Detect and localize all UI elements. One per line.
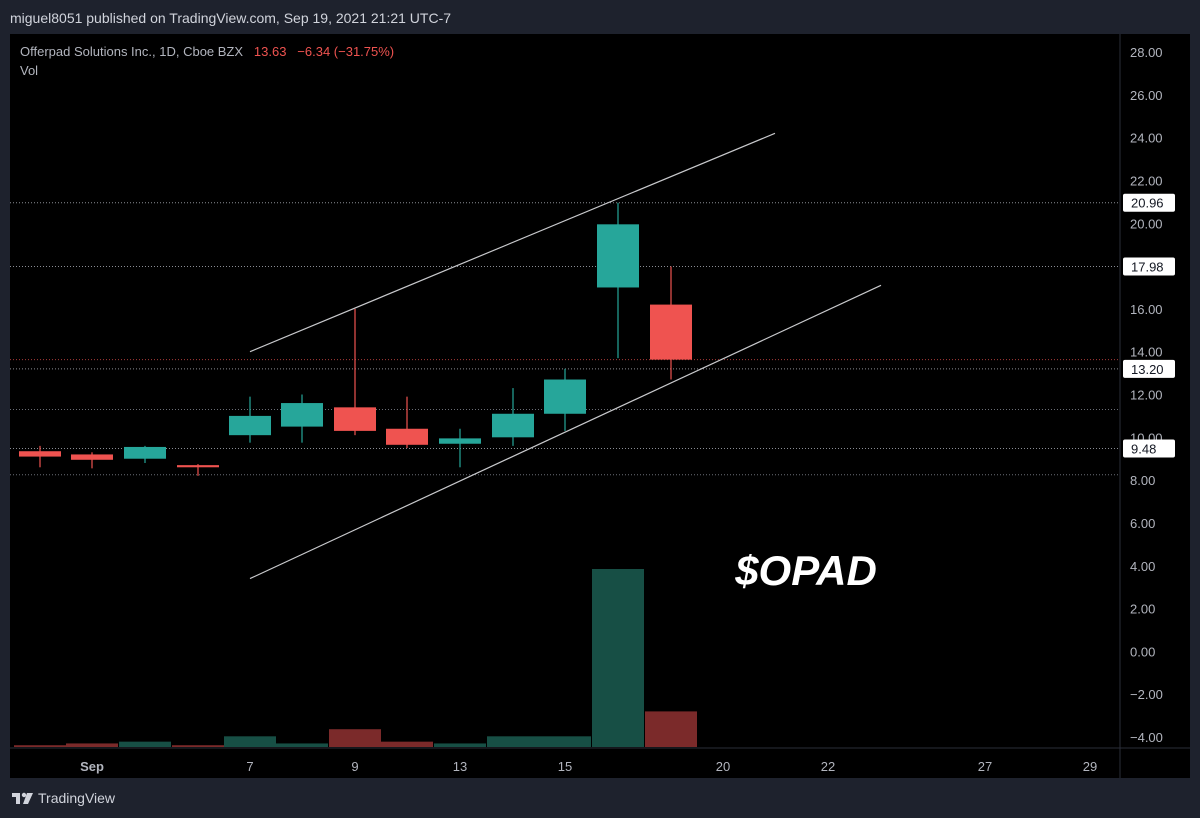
volume-bar [14, 745, 66, 747]
y-tick-label: 6.00 [1130, 516, 1155, 531]
y-tick-label: 20.00 [1130, 216, 1163, 231]
x-tick-label: 27 [978, 759, 992, 774]
candle [334, 308, 376, 436]
candle [597, 202, 639, 359]
x-tick-label: 13 [453, 759, 467, 774]
symbol-row: Offerpad Solutions Inc., 1D, Cboe BZX 13… [20, 42, 394, 61]
grid-layer [10, 202, 1120, 476]
volume-bar [119, 741, 171, 747]
x-tick-label: 22 [821, 759, 835, 774]
volume-bar [592, 569, 644, 747]
price-label-text: 17.98 [1131, 259, 1164, 274]
y-axis: 28.0026.0024.0022.0020.0018.0016.0014.00… [10, 34, 1190, 778]
volume-bar [66, 743, 118, 747]
y-tick-label: 16.00 [1130, 302, 1163, 317]
volume-bar [381, 741, 433, 747]
candle-body [281, 403, 323, 427]
x-axis: Sep 7 9 13 15 20 22 27 29 [80, 759, 1097, 774]
tradingview-brand[interactable]: TradingView [12, 790, 115, 806]
y-tick-label: −2.00 [1130, 687, 1163, 702]
volume-bar [487, 736, 539, 747]
candle [386, 396, 428, 449]
candle [439, 428, 481, 468]
price-label: 20.96 [1123, 193, 1175, 212]
candle-body [71, 454, 113, 460]
candle-body [597, 224, 639, 288]
candle-body [439, 438, 481, 444]
candle-body [177, 465, 219, 468]
y-tick-label: −4.00 [1130, 730, 1163, 745]
y-tick-label: 22.00 [1130, 173, 1163, 188]
candle [650, 266, 692, 380]
volume-bar [645, 711, 697, 747]
price-label-box [1123, 439, 1175, 458]
candle [71, 452, 113, 469]
price-label: 17.98 [1123, 257, 1175, 276]
volume-bar [172, 745, 224, 747]
price-label-text: 9.48 [1131, 441, 1156, 456]
candle-body [492, 413, 534, 438]
candle [19, 445, 61, 468]
candle-body [229, 415, 271, 436]
publish-header: miguel8051 published on TradingView.com,… [0, 0, 1200, 34]
candle-body [650, 304, 692, 360]
volume-bar [224, 736, 276, 747]
candle-body [124, 446, 166, 459]
y-tick-label: 26.00 [1130, 88, 1163, 103]
x-tick-label: 7 [246, 759, 253, 774]
y-tick-label: 2.00 [1130, 602, 1155, 617]
symbol-title: Offerpad Solutions Inc., 1D, Cboe BZX [20, 44, 244, 59]
y-tick-label: 24.00 [1130, 131, 1163, 146]
y-tick-label: 14.00 [1130, 345, 1163, 360]
candle [229, 396, 271, 443]
x-tick-label: Sep [80, 759, 104, 774]
lower-channel-line [249, 284, 882, 580]
x-tick-label: 15 [558, 759, 572, 774]
chart-legend: Offerpad Solutions Inc., 1D, Cboe BZX 13… [20, 42, 394, 80]
volume-bar [539, 736, 591, 747]
upper-channel-line [249, 132, 776, 353]
price-label-text: 13.20 [1131, 362, 1164, 377]
price-label-box [1123, 193, 1175, 212]
candle [177, 464, 219, 476]
tradingview-logo-icon [12, 792, 33, 804]
x-tick-label: 20 [716, 759, 730, 774]
candle-body [334, 407, 376, 431]
ticker-annotation: $OPAD [734, 547, 877, 594]
trendline-layer [249, 132, 882, 580]
x-tick-label: 9 [351, 759, 358, 774]
volume-bar [329, 729, 381, 747]
candle-layer [19, 202, 692, 476]
volume-bar [434, 743, 486, 747]
published-info: miguel8051 published on TradingView.com,… [10, 10, 452, 26]
last-price: 13.63 [253, 44, 287, 59]
price-label-box [1123, 257, 1175, 276]
candle [492, 388, 534, 446]
y-tick-label: 0.00 [1130, 644, 1155, 659]
candle [281, 394, 323, 443]
volume-layer [14, 569, 697, 747]
volume-legend: Vol [20, 63, 39, 78]
volume-bar [276, 743, 328, 747]
y-tick-label: 8.00 [1130, 473, 1155, 488]
x-tick-label: 29 [1083, 759, 1097, 774]
price-label: 13.20 [1123, 359, 1175, 378]
y-tick-label: 4.00 [1130, 559, 1155, 574]
y-tick-label: 12.00 [1130, 388, 1163, 403]
candle-body [544, 379, 586, 414]
price-label-box [1123, 359, 1175, 378]
candle [544, 368, 586, 431]
y-tick-label: 28.00 [1130, 45, 1163, 60]
footer: TradingView [0, 778, 1200, 818]
price-change: −6.34 (−31.75%) [297, 44, 395, 59]
brand-name: TradingView [38, 790, 116, 806]
candle-body [19, 451, 61, 457]
price-label-text: 20.96 [1131, 196, 1164, 211]
candle [124, 445, 166, 463]
candle-body [386, 428, 428, 445]
price-label: 9.48 [1123, 439, 1175, 458]
